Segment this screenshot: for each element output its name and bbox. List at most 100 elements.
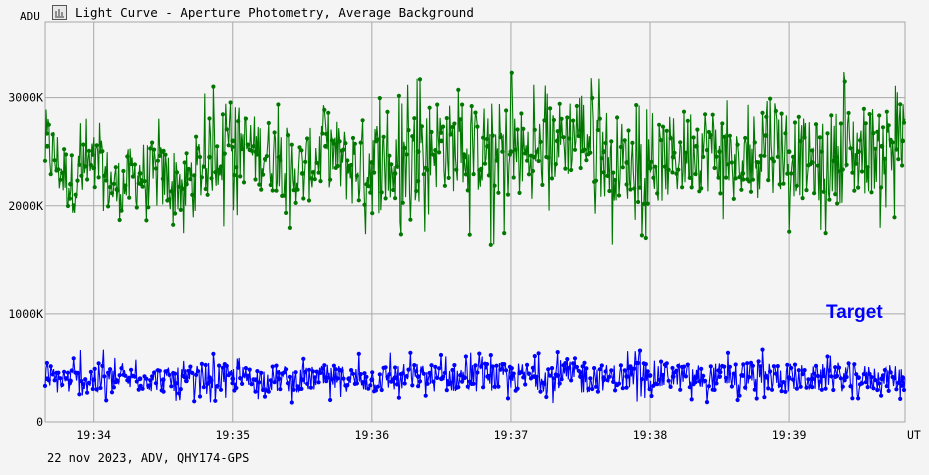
x-tick-label: 19:37 — [494, 428, 529, 442]
data-point — [60, 170, 65, 175]
data-point — [689, 397, 694, 402]
data-point — [350, 371, 356, 376]
data-point — [775, 154, 780, 159]
data-point — [146, 205, 151, 210]
data-point — [114, 187, 120, 193]
data-point — [346, 165, 352, 171]
data-point — [664, 128, 669, 133]
data-point — [877, 113, 882, 118]
data-point — [717, 374, 722, 379]
data-point — [825, 131, 830, 136]
data-point — [442, 183, 447, 188]
data-point — [791, 154, 796, 159]
data-point — [703, 378, 708, 383]
data-point — [91, 165, 97, 171]
data-point — [565, 115, 570, 120]
data-point — [777, 383, 782, 388]
data-point — [408, 217, 413, 222]
data-point — [331, 141, 336, 146]
data-point — [722, 134, 727, 139]
data-point — [867, 371, 872, 377]
data-point — [402, 381, 407, 386]
data-point — [888, 370, 893, 375]
data-point — [165, 369, 170, 374]
data-point — [320, 366, 325, 371]
data-point — [505, 192, 511, 197]
data-point — [362, 371, 367, 376]
data-point — [194, 134, 199, 139]
data-point — [46, 122, 51, 127]
data-point — [706, 384, 712, 389]
data-point — [379, 387, 384, 393]
data-point — [875, 129, 880, 134]
data-point — [724, 175, 729, 180]
data-point — [144, 218, 149, 223]
data-point — [794, 183, 800, 188]
data-point — [775, 364, 780, 369]
data-point — [659, 359, 664, 364]
x-tick-label: 19:38 — [633, 428, 668, 442]
data-point — [879, 143, 885, 149]
data-point — [140, 386, 145, 391]
data-point — [463, 354, 468, 359]
data-point — [456, 385, 461, 390]
data-point — [879, 185, 884, 190]
data-point — [264, 154, 269, 159]
data-point — [67, 196, 72, 201]
data-point — [806, 377, 811, 382]
data-point — [77, 162, 82, 167]
data-point — [554, 138, 560, 144]
data-point — [901, 387, 907, 393]
data-point — [676, 363, 681, 368]
data-point — [657, 122, 662, 127]
data-point — [73, 192, 78, 197]
data-point — [220, 365, 225, 370]
data-point — [331, 363, 336, 368]
light-curve-icon[interactable] — [52, 4, 67, 20]
data-point — [494, 363, 499, 368]
data-point — [580, 364, 585, 369]
data-point — [58, 376, 63, 381]
data-point — [364, 374, 369, 379]
data-point — [554, 373, 560, 378]
data-point — [531, 374, 537, 379]
data-point — [341, 147, 346, 152]
data-point — [465, 188, 470, 193]
data-point — [599, 156, 604, 161]
data-point — [727, 364, 733, 369]
data-point — [224, 127, 229, 132]
chart-title: Light Curve - Aperture Photometry, Avera… — [75, 4, 474, 20]
data-point — [538, 389, 543, 394]
data-point — [127, 195, 132, 200]
data-point — [892, 215, 897, 220]
data-point — [257, 182, 262, 187]
data-point — [694, 375, 699, 381]
data-point — [607, 188, 612, 194]
data-point — [821, 373, 826, 379]
data-point — [136, 387, 141, 392]
data-point — [597, 116, 602, 121]
data-point — [62, 147, 67, 152]
data-point — [639, 233, 645, 238]
data-point — [764, 114, 769, 119]
data-point — [693, 171, 698, 177]
data-point — [417, 77, 423, 82]
data-point — [90, 152, 95, 157]
data-point — [108, 367, 113, 372]
data-point — [314, 160, 319, 165]
x-tick-label: 19:36 — [355, 428, 390, 442]
data-point — [92, 185, 97, 190]
data-point — [86, 148, 92, 153]
data-point — [737, 175, 742, 180]
data-point — [762, 395, 767, 400]
data-point — [867, 112, 872, 117]
data-point — [693, 380, 698, 385]
data-point — [815, 163, 821, 168]
data-point — [718, 191, 723, 196]
data-point — [150, 140, 155, 145]
data-point — [490, 133, 495, 138]
data-point — [582, 360, 587, 365]
data-point — [349, 368, 354, 373]
data-point — [392, 171, 398, 176]
data-point — [542, 381, 547, 386]
